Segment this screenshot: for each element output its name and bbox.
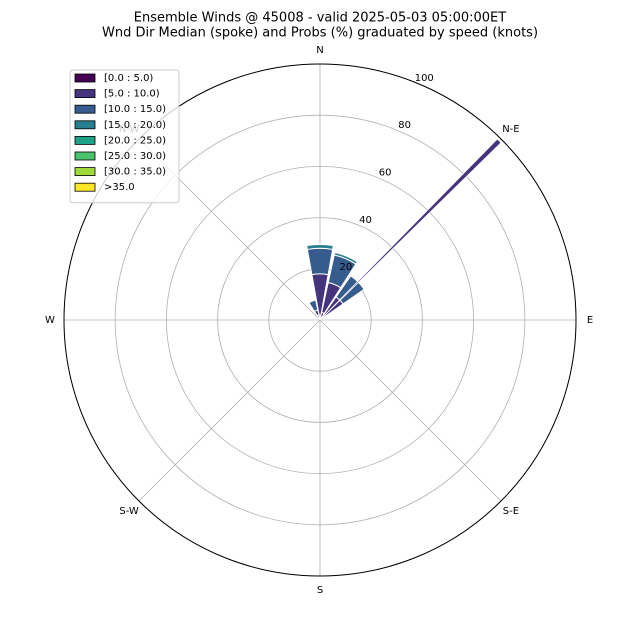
legend-label: [20.0 : 25.0) <box>104 135 166 146</box>
radial-grid-line <box>165 165 475 475</box>
legend-label: [25.0 : 30.0) <box>104 151 166 162</box>
direction-label: N <box>316 45 323 56</box>
legend-swatch <box>74 73 96 83</box>
direction-label: N-E <box>502 124 519 135</box>
chart-title: Ensemble Winds @ 45008 - valid 2025-05-0… <box>134 11 506 26</box>
legend-label: [15.0 : 20.0) <box>104 120 166 131</box>
direction-label: S-W <box>119 506 139 517</box>
radial-tick-label: 60 <box>379 168 392 179</box>
legend-label: [0.0 : 5.0) <box>104 73 153 84</box>
direction-label: W <box>45 315 55 326</box>
direction-label: S <box>317 585 323 596</box>
legend-label: [5.0 : 10.0) <box>104 89 160 100</box>
legend-label: >35.0 <box>104 182 135 193</box>
median-spoke <box>319 138 502 321</box>
legend-box <box>69 69 180 204</box>
radial-grid-line <box>217 217 423 423</box>
legend-swatch <box>74 167 96 177</box>
angular-grid-line <box>138 319 321 502</box>
legend-label: [10.0 : 15.0) <box>104 104 166 115</box>
radial-tick-label: 40 <box>359 215 372 226</box>
legend-swatch <box>74 151 96 161</box>
chart-subtitle: Wnd Dir Median (spoke) and Probs (%) gra… <box>102 26 538 41</box>
sector <box>306 243 334 251</box>
sector <box>306 247 334 276</box>
direction-label: E <box>587 315 593 326</box>
sector <box>333 251 358 265</box>
legend-swatch <box>74 89 96 98</box>
radial-tick-label: 80 <box>398 120 411 131</box>
polar-frame <box>63 63 577 577</box>
sector <box>308 299 319 313</box>
legend-swatch <box>74 135 96 145</box>
angular-grid-line <box>319 319 502 502</box>
radial-tick-label: 20 <box>340 262 353 273</box>
legend-swatch <box>74 120 96 130</box>
legend-swatch <box>74 104 96 114</box>
radial-tick-label: 100 <box>415 73 434 84</box>
direction-label: S-E <box>503 506 519 517</box>
radial-grid-line <box>114 114 526 526</box>
legend-label: [30.0 : 35.0) <box>104 167 166 178</box>
legend-swatch <box>74 182 96 192</box>
